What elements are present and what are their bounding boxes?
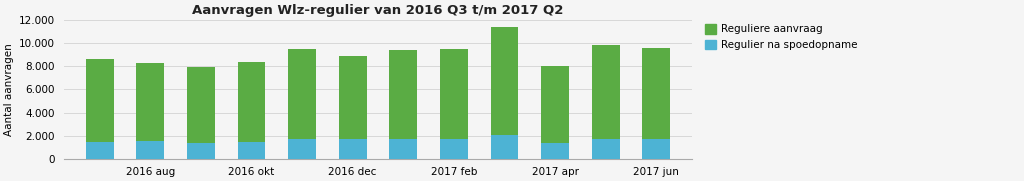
Bar — [389, 50, 417, 139]
Bar — [86, 59, 114, 142]
Bar — [592, 139, 620, 159]
Legend: Reguliere aanvraag, Regulier na spoedopname: Reguliere aanvraag, Regulier na spoedopn… — [703, 22, 859, 52]
Bar — [541, 66, 569, 143]
Bar — [136, 63, 164, 141]
Bar — [288, 49, 316, 139]
Bar — [440, 139, 468, 159]
Bar — [389, 139, 417, 159]
Bar — [288, 139, 316, 159]
Bar — [642, 139, 670, 159]
Bar — [86, 142, 114, 159]
Y-axis label: Aantal aanvragen: Aantal aanvragen — [4, 43, 14, 136]
Bar — [490, 135, 518, 159]
Bar — [440, 49, 468, 139]
Bar — [541, 143, 569, 159]
Bar — [642, 48, 670, 139]
Bar — [339, 56, 367, 139]
Bar — [187, 67, 215, 143]
Bar — [339, 139, 367, 159]
Bar — [238, 142, 265, 159]
Title: Aanvragen Wlz-regulier van 2016 Q3 t/m 2017 Q2: Aanvragen Wlz-regulier van 2016 Q3 t/m 2… — [193, 4, 563, 17]
Bar — [490, 27, 518, 135]
Bar — [238, 62, 265, 142]
Bar — [187, 143, 215, 159]
Bar — [592, 45, 620, 139]
Bar — [136, 141, 164, 159]
